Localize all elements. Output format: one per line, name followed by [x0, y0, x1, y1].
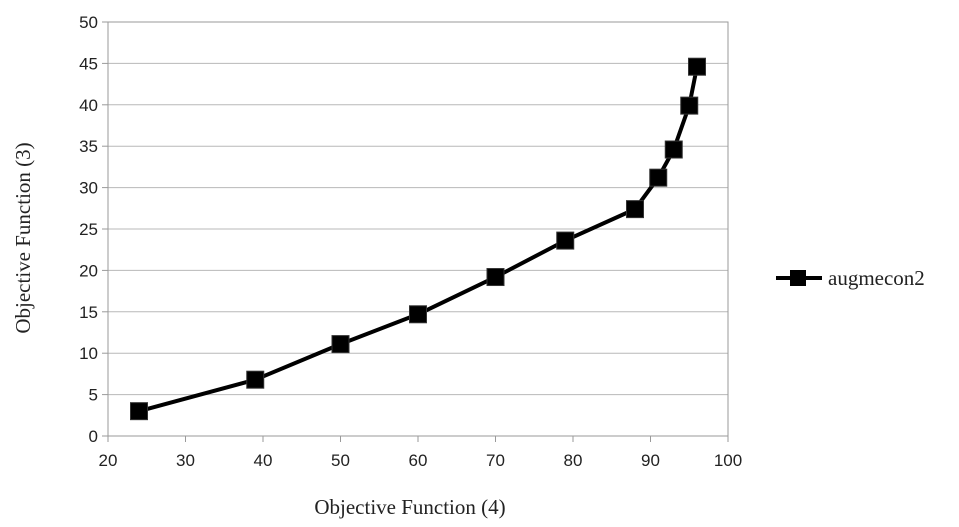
- legend: augmecon2: [776, 266, 925, 290]
- data-point: [409, 305, 427, 324]
- data-point: [688, 57, 706, 76]
- data-point: [486, 268, 505, 287]
- x-tick-label: 80: [564, 451, 583, 470]
- x-tick-label: 90: [641, 451, 660, 470]
- y-tick-label: 50: [79, 13, 98, 32]
- y-tick-label: 5: [89, 386, 98, 405]
- x-tick-label: 70: [486, 451, 505, 470]
- legend-label: augmecon2: [828, 266, 925, 290]
- x-tick-label: 50: [331, 451, 350, 470]
- x-tick-label: 20: [99, 451, 118, 470]
- y-tick-labels: 0 5 10 15 20 25 30 35 40 45 50: [79, 13, 98, 446]
- x-tick-labels: 20 30 40 50 60 70 80 90 100: [99, 451, 743, 470]
- data-point: [664, 140, 683, 159]
- data-point: [626, 200, 644, 219]
- x-tick-label: 60: [409, 451, 428, 470]
- y-axis-title: Objective Function (3): [11, 142, 35, 333]
- x-tick-label: 40: [254, 451, 273, 470]
- y-tick-label: 45: [79, 54, 98, 73]
- axes: [102, 21, 729, 442]
- data-point: [556, 231, 575, 250]
- y-tick-label: 40: [79, 96, 98, 115]
- data-point: [649, 168, 668, 187]
- data-point: [680, 96, 699, 115]
- x-tick-label: 30: [176, 451, 195, 470]
- x-axis-title: Objective Function (4): [314, 495, 505, 519]
- legend-marker: [790, 270, 806, 286]
- plot-frame: [107, 21, 729, 437]
- y-tick-label: 35: [79, 137, 98, 156]
- y-tick-label: 10: [79, 344, 98, 363]
- x-tick-label: 100: [714, 451, 742, 470]
- y-tick-label: 25: [79, 220, 98, 239]
- y-tick-label: 15: [79, 303, 98, 322]
- y-tick-label: 20: [79, 261, 98, 280]
- data-point: [246, 370, 265, 389]
- data-point: [331, 335, 350, 354]
- y-tick-label: 0: [89, 427, 98, 446]
- series-layer: [130, 57, 706, 421]
- series-line: [138, 66, 699, 414]
- y-tick-label: 30: [79, 179, 98, 198]
- data-point: [130, 402, 148, 421]
